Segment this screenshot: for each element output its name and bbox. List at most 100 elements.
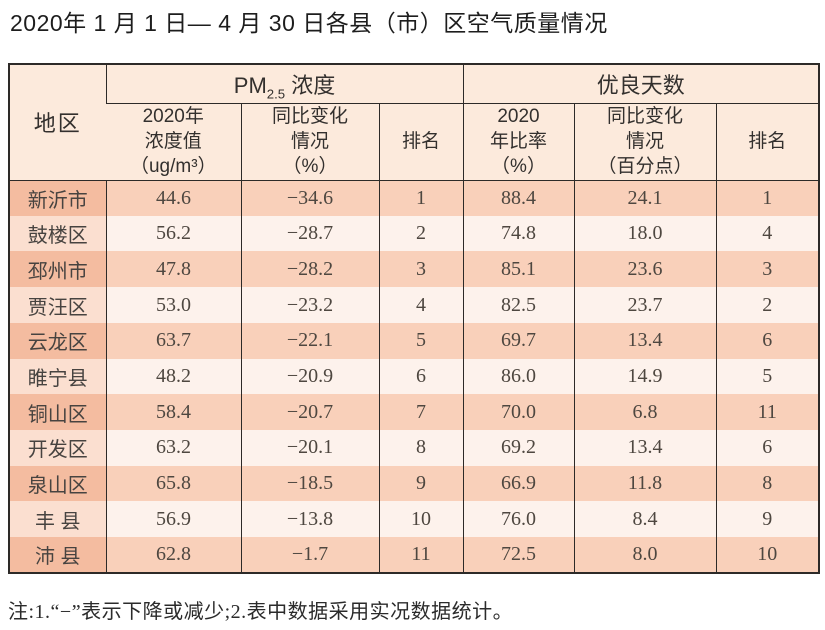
col-header-good-rank: 排名 [715,103,820,181]
air-quality-table: 地区 PM2.5 浓度 优良天数 2020年 浓度值 （ug/m³） 同比变化 … [8,62,821,574]
pm-change-cell: −20.9 [240,358,379,395]
good-change-cell: 23.7 [573,287,716,323]
good-ratio-cell: 72.5 [462,536,574,573]
good-ratio-cell: 69.7 [462,322,574,359]
pm-value-cell: 56.2 [105,215,241,252]
table-body: 新沂市 44.6 −34.6 1 88.4 24.1 1 鼓楼区 56.2 −28.7 2 74.8 1… [9,180,820,573]
pm-value-cell: 56.9 [105,501,241,537]
good-ratio-cell: 76.0 [462,501,574,537]
col-header-pm-value: 2020年 浓度值 （ug/m³） [106,103,241,181]
table-row: 铜山区 58.4 −20.7 7 70.0 6.8 11 [9,394,820,430]
good-ratio-cell: 69.2 [462,429,574,466]
good-change-cell: 13.4 [573,429,716,466]
pm25-label-subscript: 2.5 [266,85,286,101]
good-change-cell: 18.0 [573,215,716,252]
header-group-row: 地区 PM2.5 浓度 优良天数 [9,63,820,181]
pm-rank-cell: 5 [378,322,463,359]
good-ratio-cell: 66.9 [462,465,574,502]
good-rank-cell: 6 [715,429,820,466]
good-change-cell: 8.4 [573,501,716,537]
pm-change-cell: −28.2 [240,251,379,288]
good-change-cell: 8.0 [573,536,716,573]
good-rank-cell: 11 [715,394,820,430]
pm-rank-cell: 6 [378,358,463,395]
pm-change-cell: −28.7 [240,215,379,252]
pm-change-cell: −22.1 [240,322,379,359]
pm-rank-cell: 11 [378,536,463,573]
good-rank-cell: 9 [715,501,820,537]
good-change-cell: 24.1 [573,180,716,216]
page: 2020年 1 月 1 日— 4 月 30 日各县（市）区空气质量情况 地区 P… [0,10,825,630]
pm-change-cell: −20.7 [240,394,379,430]
region-cell: 泉山区 [9,465,106,502]
pm-rank-cell: 1 [378,180,463,216]
pm-change-cell: −13.8 [240,501,379,537]
region-cell: 丰 县 [9,501,106,537]
header-sub-row: 2020年 浓度值 （ug/m³） 同比变化 情况 （%） 排名 2020 年比… [9,103,820,181]
pm-value-cell: 63.7 [105,322,241,359]
footnote: 注:1.“−”表示下降或减少;2.表中数据采用实况数据统计。 [8,600,514,623]
pm-value-cell: 44.6 [105,180,241,216]
region-cell: 邳州市 [9,251,106,288]
table-row: 邳州市 47.8 −28.2 3 85.1 23.6 3 [9,251,820,288]
good-rank-cell: 5 [715,358,820,395]
table-row: 丰 县 56.9 −13.8 10 76.0 8.4 9 [9,501,820,537]
pm-change-cell: −34.6 [240,180,379,216]
col-header-good-change: 同比变化 情况 （百分点） [573,103,716,181]
table-row: 贾汪区 53.0 −23.2 4 82.5 23.7 2 [9,287,820,323]
region-cell: 沛 县 [9,536,106,573]
good-ratio-cell: 74.8 [462,215,574,252]
region-cell: 云龙区 [9,322,106,359]
pm-rank-cell: 8 [378,429,463,466]
good-ratio-cell: 85.1 [462,251,574,288]
col-header-pm-change: 同比变化 情况 （%） [240,103,379,181]
good-change-cell: 11.8 [573,465,716,502]
col-header-region: 地区 [9,63,106,181]
pm-rank-cell: 2 [378,215,463,252]
pm-rank-cell: 9 [378,465,463,502]
pm-change-cell: −18.5 [240,465,379,502]
good-ratio-cell: 88.4 [462,180,574,216]
region-cell: 睢宁县 [9,358,106,395]
region-cell: 开发区 [9,429,106,466]
pm-value-cell: 48.2 [105,358,241,395]
good-ratio-cell: 70.0 [462,394,574,430]
pm-rank-cell: 7 [378,394,463,430]
pm-rank-cell: 4 [378,287,463,323]
good-rank-cell: 4 [715,215,820,252]
table-row: 睢宁县 48.2 −20.9 6 86.0 14.9 5 [9,358,820,395]
pm-value-cell: 62.8 [105,536,241,573]
pm-rank-cell: 10 [378,501,463,537]
pm-change-cell: −1.7 [240,536,379,573]
good-change-cell: 13.4 [573,322,716,359]
col-group-pm25: PM2.5 浓度 [105,63,463,104]
region-cell: 贾汪区 [9,287,106,323]
col-header-pm-rank: 排名 [378,103,463,181]
good-ratio-cell: 86.0 [462,358,574,395]
table-row: 新沂市 44.6 −34.6 1 88.4 24.1 1 [9,180,820,216]
table-row: 云龙区 63.7 −22.1 5 69.7 13.4 6 [9,322,820,359]
good-rank-cell: 2 [715,287,820,323]
pm25-label-prefix: PM [233,72,267,98]
table-row: 泉山区 65.8 −18.5 9 66.9 11.8 8 [9,465,820,502]
pm25-label-suffix: 浓度 [285,72,336,98]
region-cell: 鼓楼区 [9,215,106,252]
pm-rank-cell: 3 [378,251,463,288]
good-rank-cell: 10 [715,536,820,573]
good-change-cell: 14.9 [573,358,716,395]
table-row: 沛 县 62.8 −1.7 11 72.5 8.0 10 [9,536,820,573]
table-row: 开发区 63.2 −20.1 8 69.2 13.4 6 [9,429,820,466]
good-change-cell: 23.6 [573,251,716,288]
page-title: 2020年 1 月 1 日— 4 月 30 日各县（市）区空气质量情况 [10,10,608,36]
region-cell: 新沂市 [9,180,106,216]
pm-value-cell: 53.0 [105,287,241,323]
col-group-good-days: 优良天数 [462,63,820,104]
table-row: 鼓楼区 56.2 −28.7 2 74.8 18.0 4 [9,215,820,252]
pm-value-cell: 65.8 [105,465,241,502]
col-header-good-ratio: 2020 年比率 （%） [462,103,574,181]
pm-change-cell: −23.2 [240,287,379,323]
good-rank-cell: 6 [715,322,820,359]
pm-change-cell: −20.1 [240,429,379,466]
good-ratio-cell: 82.5 [462,287,574,323]
table-header: 地区 PM2.5 浓度 优良天数 2020年 浓度值 （ug/m³） 同比变化 … [9,63,820,181]
